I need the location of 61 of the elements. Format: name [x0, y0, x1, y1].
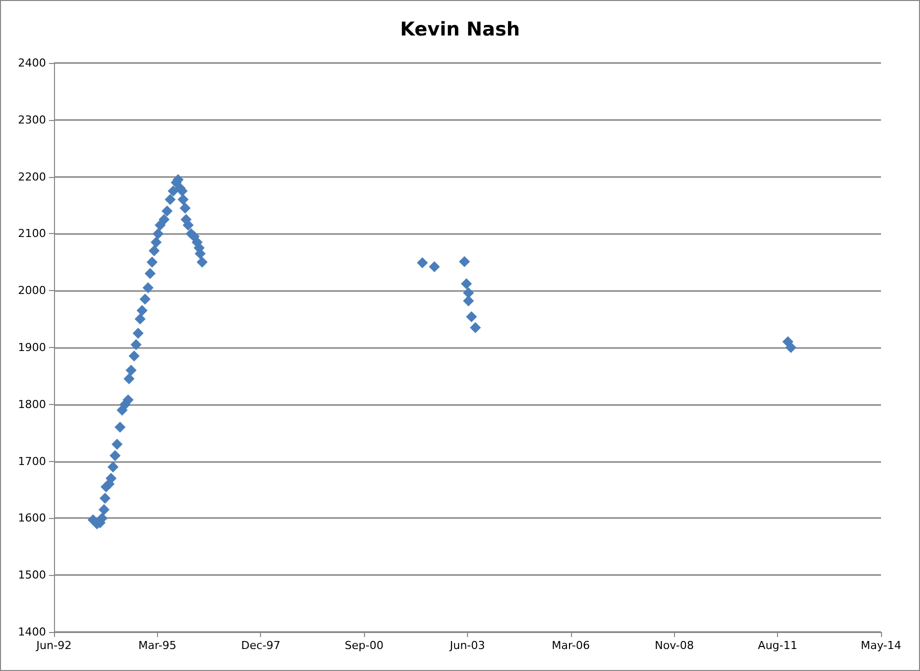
point [150, 236, 162, 248]
point [162, 205, 173, 216]
y-tick-label: 1700 [18, 454, 46, 468]
point [146, 256, 158, 268]
y-tick-label: 2400 [18, 56, 46, 70]
x-tick-label: Dec-97 [241, 639, 280, 652]
y-tick-label: 2200 [18, 170, 46, 184]
point [122, 394, 134, 406]
point [785, 342, 796, 353]
point [148, 245, 160, 256]
point [130, 339, 142, 350]
y-tick-label: 1800 [18, 398, 46, 411]
point [108, 461, 119, 472]
point [126, 364, 137, 376]
point [460, 278, 472, 290]
point [144, 268, 156, 280]
point [152, 228, 164, 240]
x-tick-label: Nov-08 [654, 639, 694, 652]
y-tick-label: 1600 [18, 512, 46, 525]
x-tick-label: May-14 [860, 639, 902, 652]
point [196, 256, 208, 268]
point [416, 257, 428, 268]
y-tick-label: 1900 [18, 341, 46, 354]
x-tick-label: Aug-11 [758, 639, 798, 652]
point [100, 492, 111, 504]
point [136, 305, 148, 316]
point [180, 202, 191, 214]
point [140, 294, 151, 305]
point [182, 220, 194, 231]
point [112, 438, 123, 450]
point [164, 194, 176, 206]
point [114, 422, 126, 433]
y-tick-label: 2300 [18, 113, 46, 126]
y-tick-label: 1500 [18, 568, 46, 582]
point [168, 186, 179, 197]
x-tick-label: Mar-06 [552, 639, 590, 652]
point [128, 350, 140, 362]
y-tick-label: 1400 [18, 626, 46, 638]
point [134, 314, 146, 325]
point [466, 311, 477, 322]
point [98, 504, 110, 516]
point [178, 194, 189, 206]
point [462, 295, 474, 306]
x-tick-label: Mar-95 [138, 639, 176, 652]
point [106, 472, 117, 484]
point [428, 261, 440, 272]
point [158, 214, 170, 225]
chart-title: Kevin Nash [400, 18, 520, 40]
point [154, 220, 166, 231]
point [458, 256, 470, 268]
x-tick-label: Jun-03 [448, 639, 486, 652]
point [470, 322, 481, 334]
x-tick-label: Jun-92 [35, 639, 72, 652]
y-tick-label: 2100 [18, 227, 46, 240]
y-tick-label: 2000 [18, 284, 46, 298]
point [462, 287, 474, 298]
point [124, 373, 135, 384]
x-tick-label: Sep-00 [344, 639, 384, 652]
point [132, 328, 144, 339]
point [110, 450, 121, 462]
point [142, 282, 154, 294]
